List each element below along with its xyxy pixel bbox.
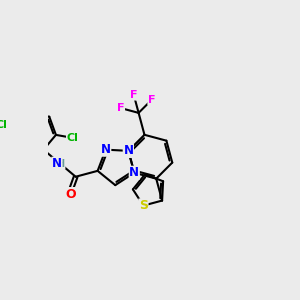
Text: Cl: Cl [67, 133, 78, 143]
Text: N: N [123, 144, 134, 158]
Text: N: N [52, 157, 62, 170]
Text: N: N [123, 144, 134, 158]
Text: F: F [117, 103, 124, 113]
Text: S: S [139, 199, 148, 212]
Text: O: O [65, 188, 76, 201]
Text: Cl: Cl [0, 120, 7, 130]
Text: N: N [129, 166, 139, 179]
Text: N: N [101, 143, 111, 156]
Text: H: H [56, 159, 65, 169]
Text: F: F [148, 95, 155, 105]
Text: F: F [130, 90, 138, 100]
